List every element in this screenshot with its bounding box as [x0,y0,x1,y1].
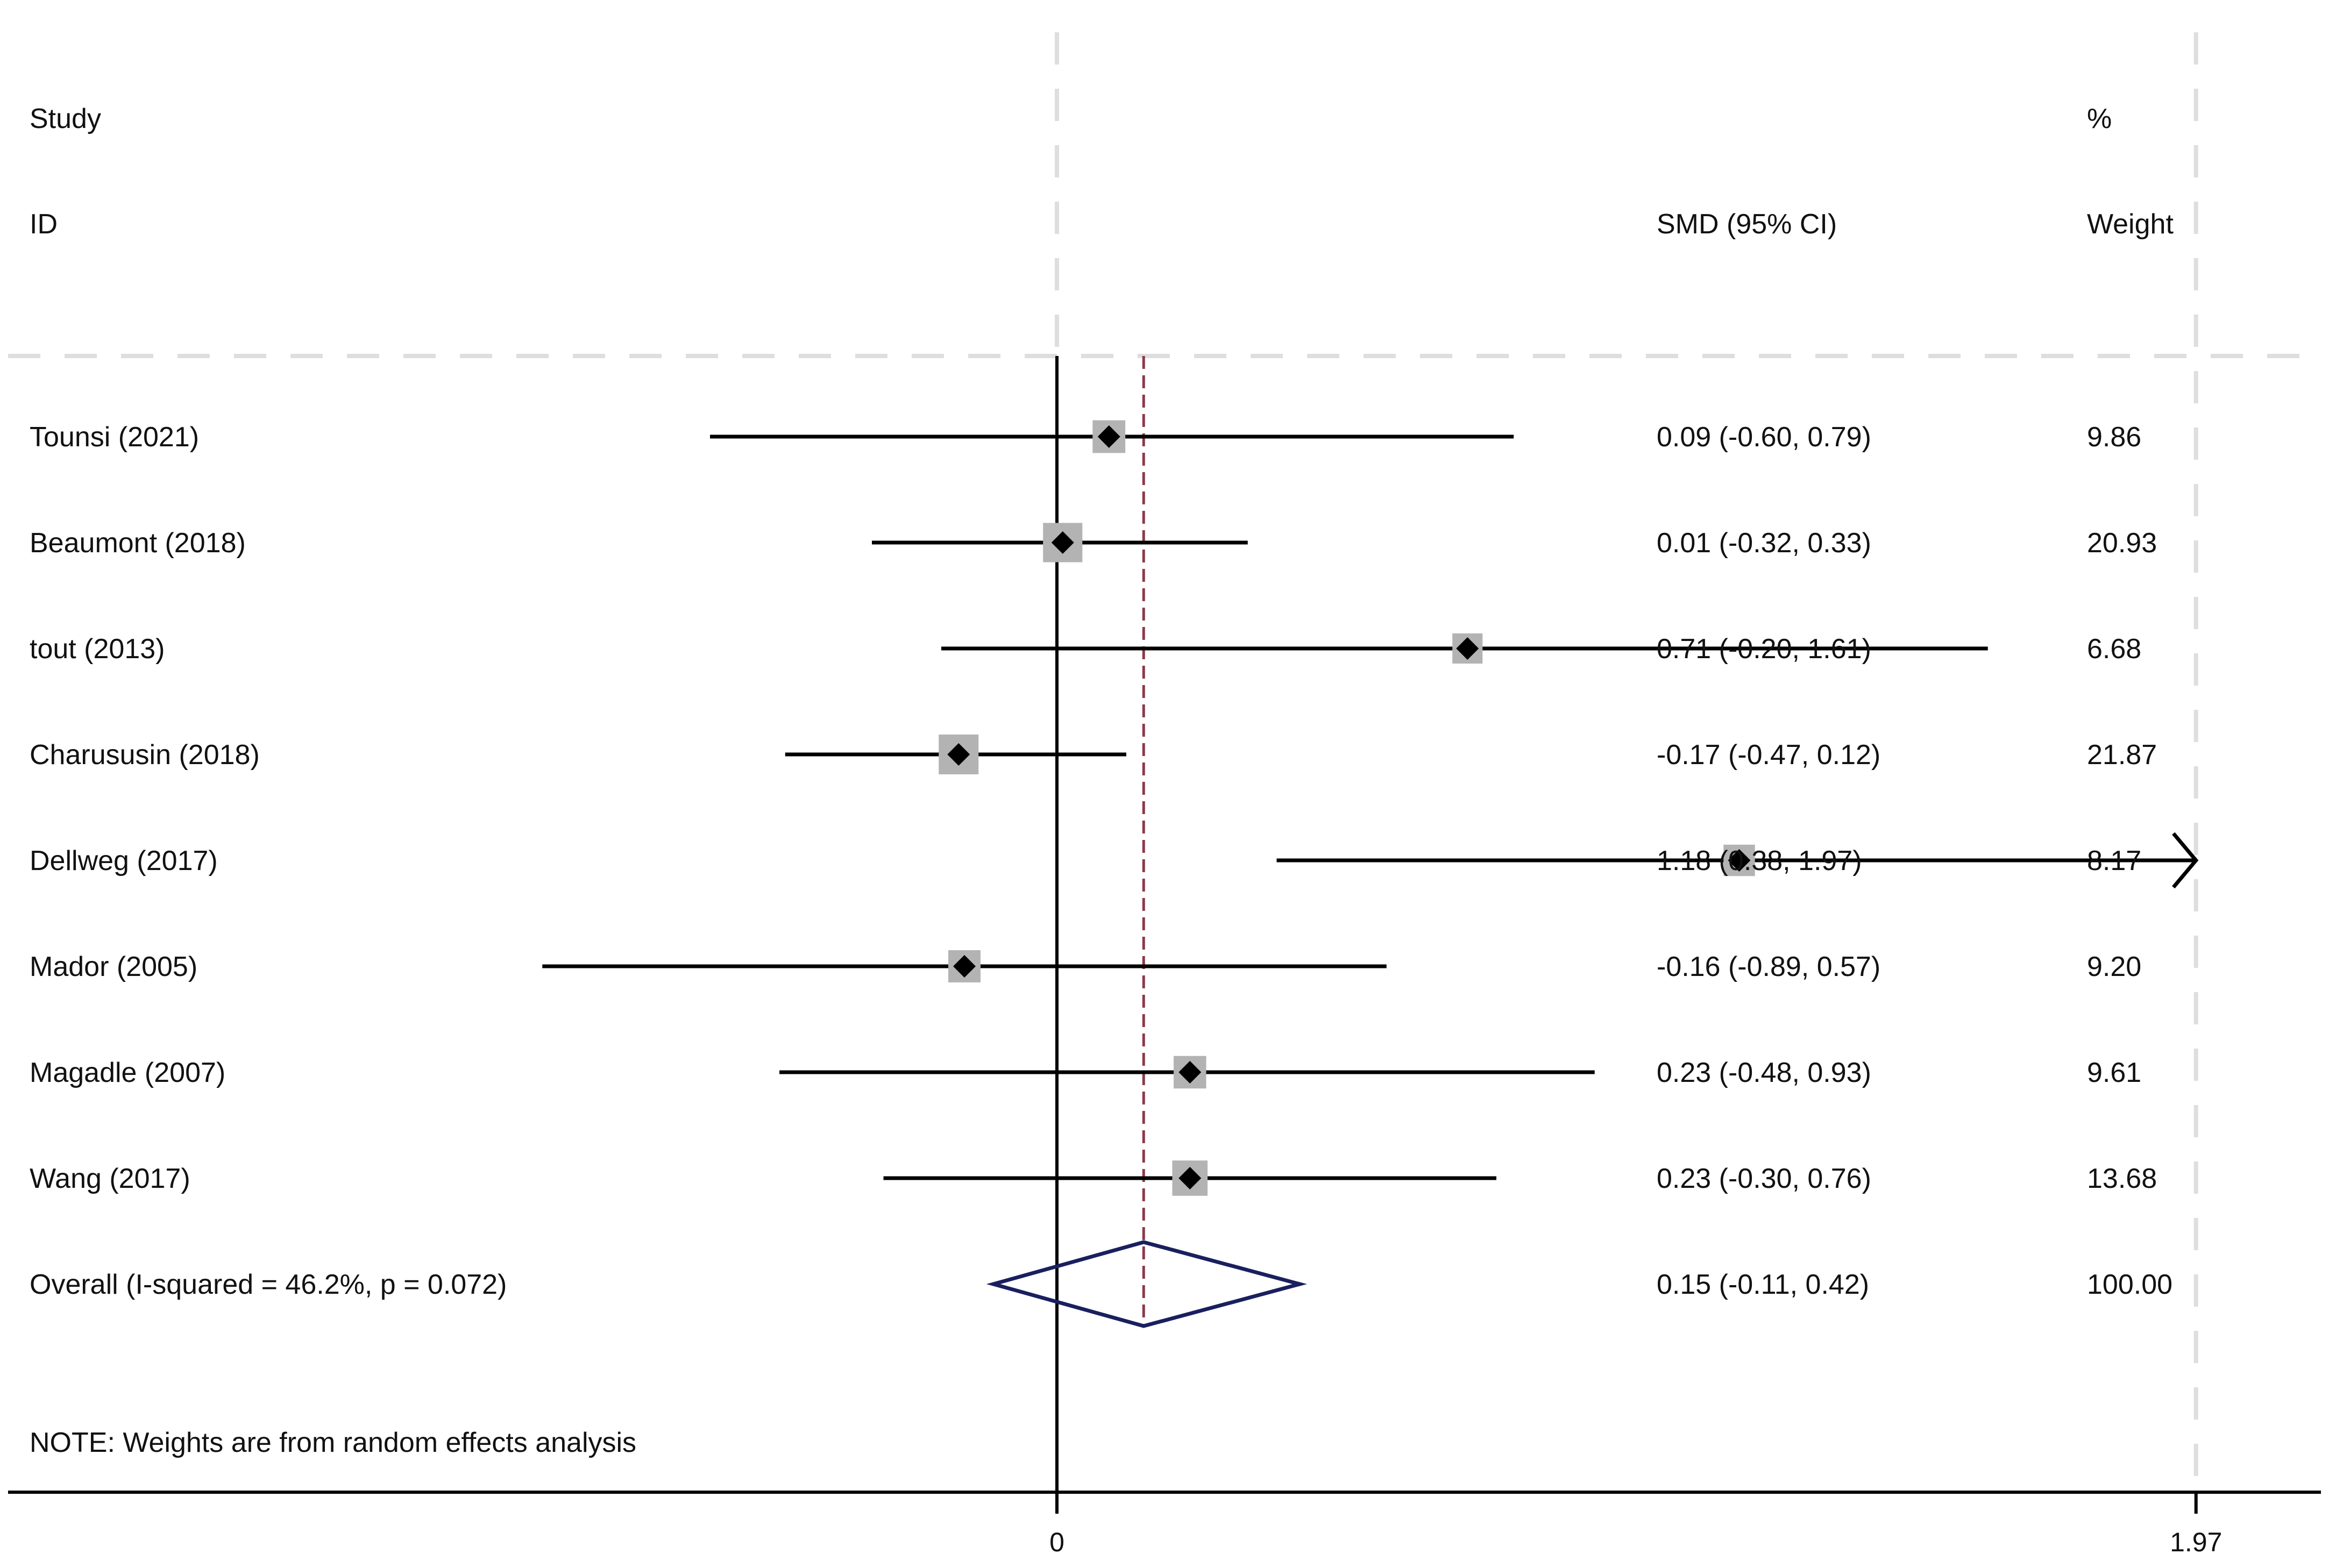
header-percent: % [2087,103,2112,134]
x-tick-label: 1.97 [2170,1527,2222,1557]
point-estimate [1456,637,1479,660]
weights-note: NOTE: Weights are from random effects an… [30,1427,636,1458]
study-row: Dellweg (2017) 1.18 (0.38, 1.97) 8.17 [30,832,2199,889]
point-estimate [953,955,976,978]
study-name: Charususin (2018) [30,739,260,771]
study-row: Magadle (2007) 0.23 (-0.48, 0.93) 9.61 [30,1056,2141,1089]
study-name: Dellweg (2017) [30,845,218,876]
study-ci-text: 0.71 (-0.20, 1.61) [1657,633,1871,665]
study-row: Mador (2005) -0.16 (-0.89, 0.57) 9.20 [30,950,2141,982]
point-estimate [1728,849,1751,872]
study-row: tout (2013) 0.71 (-0.20, 1.61) 6.68 [30,633,2141,665]
point-estimate [1097,425,1120,448]
study-weight-text: 21.87 [2087,739,2157,771]
study-ci-text: 0.09 (-0.60, 0.79) [1657,422,1871,453]
header-weight: Weight [2087,209,2174,240]
study-name: tout (2013) [30,633,165,665]
study-row: Charususin (2018) -0.17 (-0.47, 0.12) 21.8… [30,735,2157,774]
study-weight-text: 13.68 [2087,1163,2157,1194]
study-weight-text: 20.93 [2087,528,2157,559]
study-weight-text: 9.20 [2087,951,2141,982]
study-weight-text: 6.68 [2087,633,2141,665]
overall-row: Overall (I-squared = 46.2%, p = 0.072) 0.… [30,1240,2172,1328]
study-ci-text: -0.16 (-0.89, 0.57) [1657,951,1880,982]
study-row: Wang (2017) 0.23 (-0.30, 0.76) 13.68 [30,1160,2157,1196]
point-estimate [947,743,970,766]
x-axis: -1.9701.97 [8,1491,2321,1557]
study-ci-text: 0.23 (-0.30, 0.76) [1657,1163,1871,1194]
study-ci-text: 0.23 (-0.48, 0.93) [1657,1057,1871,1088]
point-estimate [1178,1061,1202,1084]
overall-label: Overall (I-squared = 46.2%, p = 0.072) [30,1269,507,1300]
study-name: Beaumont (2018) [30,528,246,559]
study-name: Wang (2017) [30,1163,190,1194]
header-effect: SMD (95% CI) [1657,209,1837,240]
overall-diamond [986,1240,1307,1328]
x-tick-label: 0 [1049,1527,1064,1557]
study-weight-text: 9.61 [2087,1057,2141,1088]
table-header: Study ID SMD (95% CI) % Weight [30,103,2174,240]
study-weight-text: 8.17 [2087,845,2141,876]
overall-weight-text: 100.00 [2087,1269,2172,1300]
study-name: Tounsi (2021) [30,422,199,453]
study-row: Beaumont (2018) 0.01 (-0.32, 0.33) 20.93 [30,523,2157,562]
study-ci-text: -0.17 (-0.47, 0.12) [1657,739,1880,771]
ci-arrow [2172,832,2199,889]
study-weight-text: 9.86 [2087,422,2141,453]
study-name: Mador (2005) [30,951,197,982]
header-study: Study [30,103,101,134]
point-estimate [1178,1167,1202,1189]
study-name: Magadle (2007) [30,1057,225,1088]
point-estimate [1051,531,1074,554]
study-rows: Tounsi (2021) 0.09 (-0.60, 0.79) 9.86 Beaum… [30,420,2199,1196]
study-row: Tounsi (2021) 0.09 (-0.60, 0.79) 9.86 [30,420,2141,453]
study-ci-text: 0.01 (-0.32, 0.33) [1657,528,1871,559]
header-id: ID [30,209,58,240]
study-ci-text: 1.18 (0.38, 1.97) [1657,845,1862,876]
overall-ci-text: 0.15 (-0.11, 0.42) [1657,1269,1869,1300]
